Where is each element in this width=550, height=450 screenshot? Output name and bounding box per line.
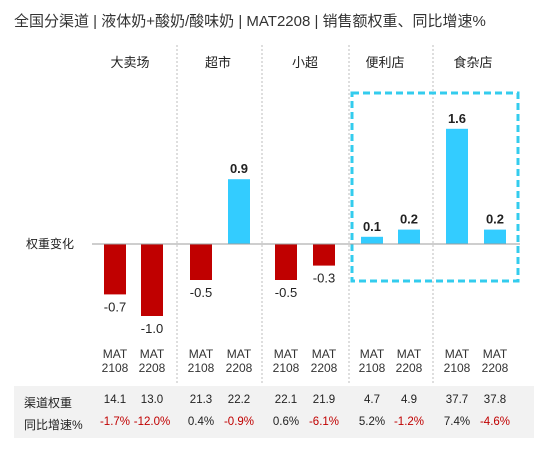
table-cell-1-1: -12.0% bbox=[133, 416, 171, 428]
bar-label-7: 0.2 bbox=[400, 212, 418, 227]
table-cell-1-2: 0.4% bbox=[187, 416, 215, 428]
bar-1 bbox=[141, 244, 163, 316]
table-cell-1-8: 7.4% bbox=[443, 416, 471, 428]
table-cell-0-4: 22.1 bbox=[274, 394, 298, 406]
table-cell-0-3: 22.2 bbox=[227, 394, 251, 406]
table-cell-0-1: 13.0 bbox=[140, 394, 164, 406]
table-cell-0-8: 37.7 bbox=[445, 394, 469, 406]
channel-weight-chart: -0.7 -1.0 -0.5 0.9 -0.5 -0.3 0.1 0.2 1.6 0.2 大卖场 超… bbox=[26, 45, 520, 385]
bar-label-3: 0.9 bbox=[230, 161, 248, 176]
table-row-label-0: 渠道权重 bbox=[24, 396, 73, 410]
period-label-0: MAT 2108 bbox=[102, 347, 129, 375]
table-cell-1-7: -1.2% bbox=[393, 416, 425, 428]
bar-2 bbox=[190, 244, 212, 280]
group-labels: 大卖场 超市 小超 便利店 食杂店 bbox=[110, 55, 492, 70]
table-cell-1-4: 0.6% bbox=[272, 416, 300, 428]
bars bbox=[104, 128, 506, 316]
bar-9 bbox=[484, 229, 506, 244]
bar-label-6: 0.1 bbox=[363, 219, 381, 234]
table-cell-1-3: -0.9% bbox=[223, 416, 255, 428]
period-label-5: MAT 2208 bbox=[311, 347, 338, 375]
table-cell-0-5: 21.9 bbox=[312, 394, 336, 406]
table-cell-1-9: -4.6% bbox=[479, 416, 511, 428]
bar-6 bbox=[361, 236, 383, 244]
table-cell-0-2: 21.3 bbox=[189, 394, 213, 406]
highlight-box bbox=[350, 91, 520, 283]
bar-label-1: -1.0 bbox=[141, 321, 163, 336]
table-cell-0-0: 14.1 bbox=[103, 394, 127, 406]
period-label-4: MAT 2108 bbox=[273, 347, 300, 375]
period-label-3: MAT 2208 bbox=[226, 347, 253, 375]
group-label-4: 食杂店 bbox=[453, 55, 492, 70]
bar-0 bbox=[104, 244, 126, 295]
period-label-1: MAT 2208 bbox=[139, 347, 166, 375]
group-label-2: 小超 bbox=[292, 55, 318, 70]
table-cell-0-9: 37.8 bbox=[483, 394, 507, 406]
table-cell-1-0: -1.7% bbox=[99, 416, 131, 428]
data-table bbox=[14, 386, 534, 438]
bar-label-4: -0.5 bbox=[275, 285, 297, 300]
bar-3 bbox=[228, 179, 250, 244]
period-label-7: MAT 2208 bbox=[396, 347, 423, 375]
bar-5 bbox=[313, 244, 335, 266]
bar-8 bbox=[446, 128, 468, 244]
table-cell-1-6: 5.2% bbox=[358, 416, 386, 428]
bar-label-8: 1.6 bbox=[448, 111, 466, 126]
period-label-6: MAT 2108 bbox=[359, 347, 386, 375]
bar-label-5: -0.3 bbox=[313, 271, 335, 286]
bar-value-labels: -0.7 -1.0 -0.5 0.9 -0.5 -0.3 0.1 0.2 1.6 0.2 bbox=[104, 111, 504, 336]
table-row-label-1: 同比增速% bbox=[24, 418, 83, 432]
group-label-3: 便利店 bbox=[365, 55, 404, 70]
table-cell-1-5: -6.1% bbox=[308, 416, 340, 428]
bar-7 bbox=[398, 229, 420, 244]
bar-label-2: -0.5 bbox=[190, 285, 212, 300]
table-cell-0-7: 4.9 bbox=[401, 394, 417, 406]
period-label-2: MAT 2108 bbox=[188, 347, 215, 375]
bar-label-0: -0.7 bbox=[104, 299, 126, 314]
bar-4 bbox=[275, 244, 297, 280]
chart-title: 全国分渠道 | 液体奶+酸奶/酸味奶 | MAT2208 | 销售额权重、同比增… bbox=[14, 13, 486, 30]
period-labels: MAT 2108 MAT 2208 MAT 2108 MAT 2208 MAT 2108 MAT 22… bbox=[102, 347, 509, 375]
group-label-1: 超市 bbox=[205, 55, 231, 70]
y-axis-label: 权重变化 bbox=[26, 236, 74, 251]
table-cell-0-6: 4.7 bbox=[364, 394, 380, 406]
group-label-0: 大卖场 bbox=[110, 55, 149, 70]
group-separators bbox=[176, 45, 434, 385]
period-label-9: MAT 2208 bbox=[482, 347, 509, 375]
highlight-rect bbox=[350, 91, 520, 283]
period-label-8: MAT 2108 bbox=[444, 347, 471, 375]
bar-label-9: 0.2 bbox=[486, 212, 504, 227]
